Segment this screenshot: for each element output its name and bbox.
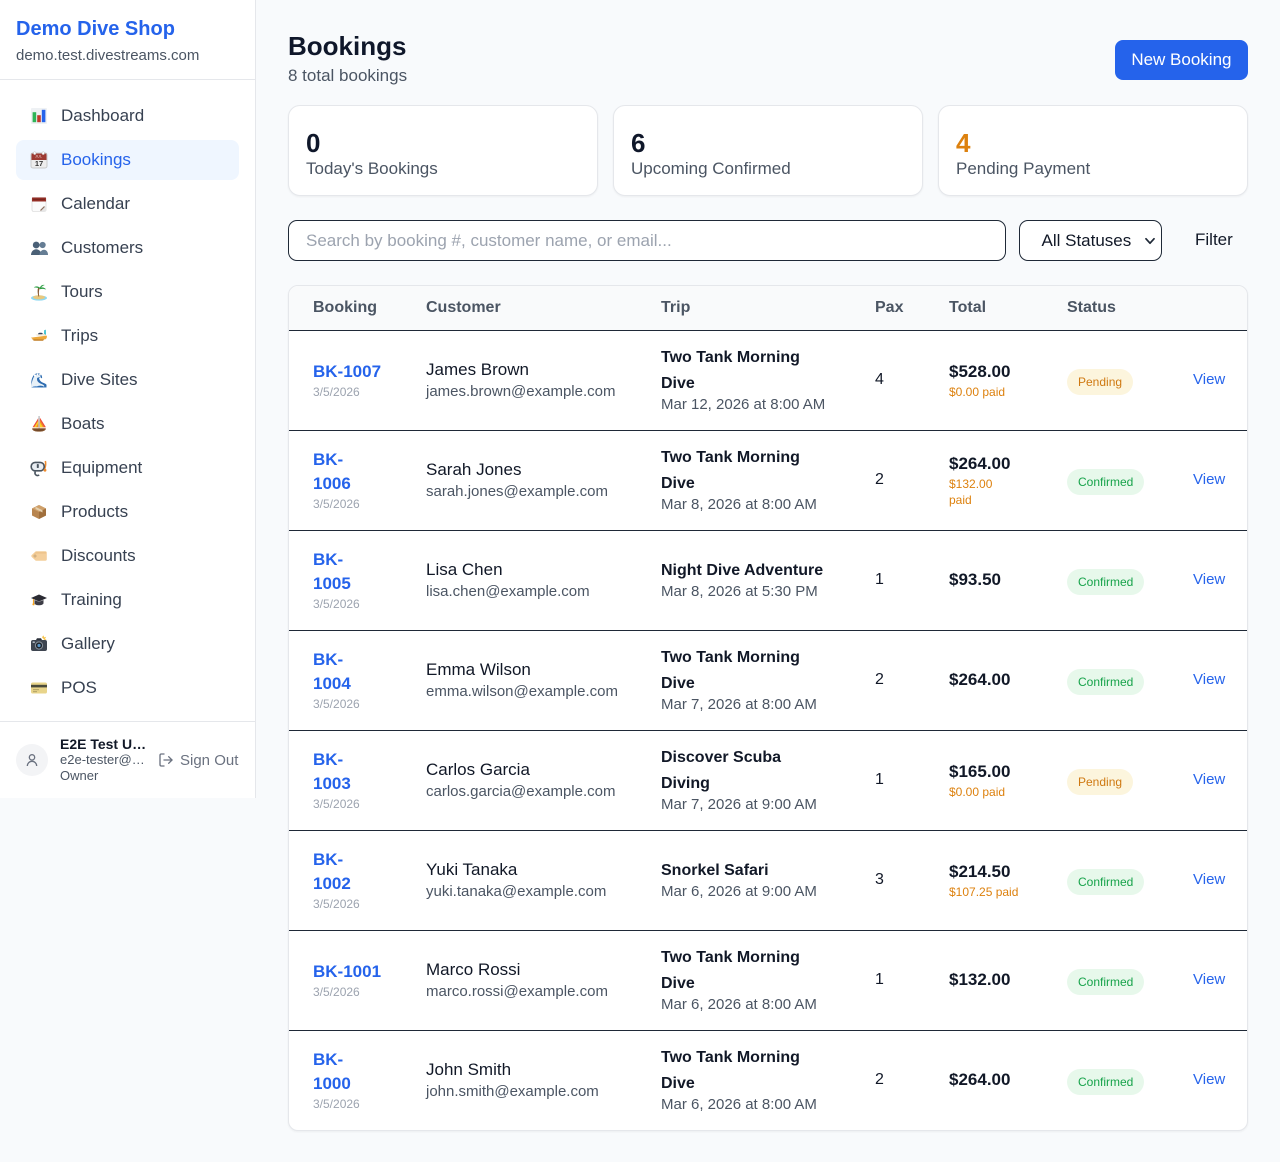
svg-text:JUL: JUL xyxy=(35,154,43,159)
svg-text:17: 17 xyxy=(35,159,43,168)
